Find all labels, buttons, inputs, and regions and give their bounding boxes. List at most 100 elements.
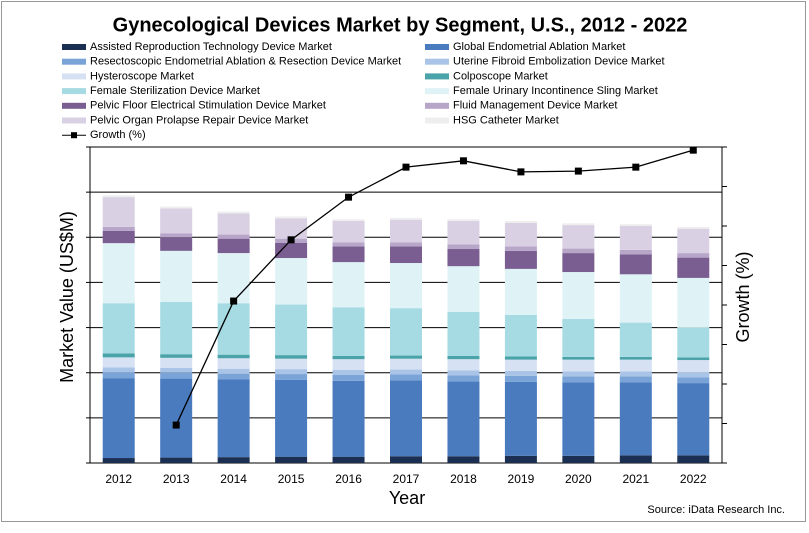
bar-segment	[160, 208, 193, 234]
legend-swatch	[62, 58, 86, 65]
legend-swatch	[62, 102, 86, 109]
bar-segment	[619, 322, 652, 357]
bar-segment	[504, 268, 537, 315]
bar-segment	[619, 274, 652, 323]
bar-segment	[160, 372, 193, 379]
bar-segment	[160, 457, 193, 463]
bar-segment	[217, 457, 250, 463]
bar-segment	[275, 379, 308, 457]
bar-segment	[102, 378, 135, 459]
bar-segment	[447, 249, 480, 267]
bar-segment	[562, 356, 595, 360]
bar-segment	[390, 355, 422, 359]
x-tick-label: 2016	[335, 472, 362, 486]
x-tick-label: 2013	[163, 472, 190, 486]
bar-segment	[102, 372, 135, 379]
x-tick-label: 2022	[680, 472, 707, 486]
bar-segment	[332, 262, 365, 308]
bar-segment	[677, 277, 710, 328]
bar-segment	[390, 263, 422, 309]
legend-label: Pelvic Organ Prolapse Repair Device Mark…	[90, 114, 308, 126]
bar-segment	[562, 382, 595, 456]
bar-segment	[447, 356, 480, 360]
bar-segment	[102, 195, 135, 198]
bar-segment	[332, 374, 365, 381]
bar-segment	[677, 228, 710, 254]
bar-segment	[447, 370, 480, 376]
bar-segment	[677, 257, 710, 278]
bar-segment	[160, 357, 193, 368]
bar-segment	[562, 376, 595, 383]
y2-axis-label: Growth (%)	[733, 251, 753, 342]
bar-segment	[217, 379, 250, 458]
growth-line	[175, 149, 694, 426]
legend-swatch	[425, 58, 449, 65]
bar-segment	[275, 216, 308, 219]
bar-segment	[390, 219, 422, 243]
growth-marker	[172, 421, 180, 429]
bar-segment	[102, 367, 135, 373]
legend-label: Pelvic Floor Electrical Stimulation Devi…	[90, 100, 326, 112]
bar-segment	[217, 213, 250, 235]
bar-segment	[275, 374, 308, 380]
bar-segment	[390, 456, 422, 463]
bar-segment	[677, 357, 710, 361]
bar-segment	[275, 358, 308, 370]
growth-marker	[689, 146, 697, 154]
bar-segment	[447, 266, 480, 312]
growth-marker	[230, 297, 238, 305]
bar-segment	[677, 377, 710, 384]
bar-segment	[619, 226, 652, 250]
legend-marker	[71, 132, 77, 139]
bar-segment	[160, 378, 193, 458]
bar-segment	[447, 359, 480, 371]
bar-segment	[332, 307, 365, 357]
growth-marker	[459, 157, 467, 165]
bar-segment	[677, 383, 710, 456]
bar-segment	[102, 197, 135, 227]
bar-segment	[562, 371, 595, 377]
x-tick-label: 2018	[450, 472, 477, 486]
bar-segment	[504, 370, 537, 376]
legend-swatch	[62, 73, 86, 80]
growth-marker	[402, 163, 410, 171]
x-tick-label: 2014	[220, 472, 247, 486]
bar-segment	[619, 254, 652, 275]
bar-segment	[102, 458, 135, 463]
bar-segment	[217, 373, 250, 380]
bar-segment	[275, 242, 308, 259]
bar-segment	[102, 303, 135, 354]
legend-swatch	[62, 117, 86, 124]
bar-segment	[102, 226, 135, 231]
bar-segment	[332, 246, 365, 263]
bar-segment	[332, 380, 365, 457]
bar-segment	[275, 218, 308, 239]
bar-segment	[160, 367, 193, 373]
bar-segment	[504, 221, 537, 223]
legend-label: Female Sterilization Device Market	[90, 85, 260, 97]
frame	[1, 1, 806, 522]
bar-segment	[504, 314, 537, 357]
bar-segment	[390, 358, 422, 370]
x-tick-label: 2017	[393, 472, 420, 486]
bar-segment	[447, 381, 480, 457]
legend-swatch	[425, 73, 449, 80]
bar-segment	[390, 217, 422, 220]
bar-segment	[562, 223, 595, 226]
bar-segment	[217, 354, 250, 359]
bar-segment	[217, 303, 250, 355]
y-axis-label: Market Value (US$M)	[57, 211, 77, 383]
growth-marker	[574, 167, 582, 175]
bar-segment	[275, 304, 308, 356]
bar-segment	[447, 219, 480, 222]
bar-segment	[390, 246, 422, 264]
legend-label: Hysteroscope Market	[90, 70, 194, 82]
bar-segment	[217, 238, 250, 254]
growth-marker	[632, 163, 640, 171]
legend-label: Resectoscopic Endometrial Ablation & Res…	[90, 56, 401, 68]
growth-marker	[517, 168, 525, 176]
bar-segment	[390, 308, 422, 356]
bar-segment	[504, 381, 537, 456]
bar-segment	[562, 248, 595, 254]
